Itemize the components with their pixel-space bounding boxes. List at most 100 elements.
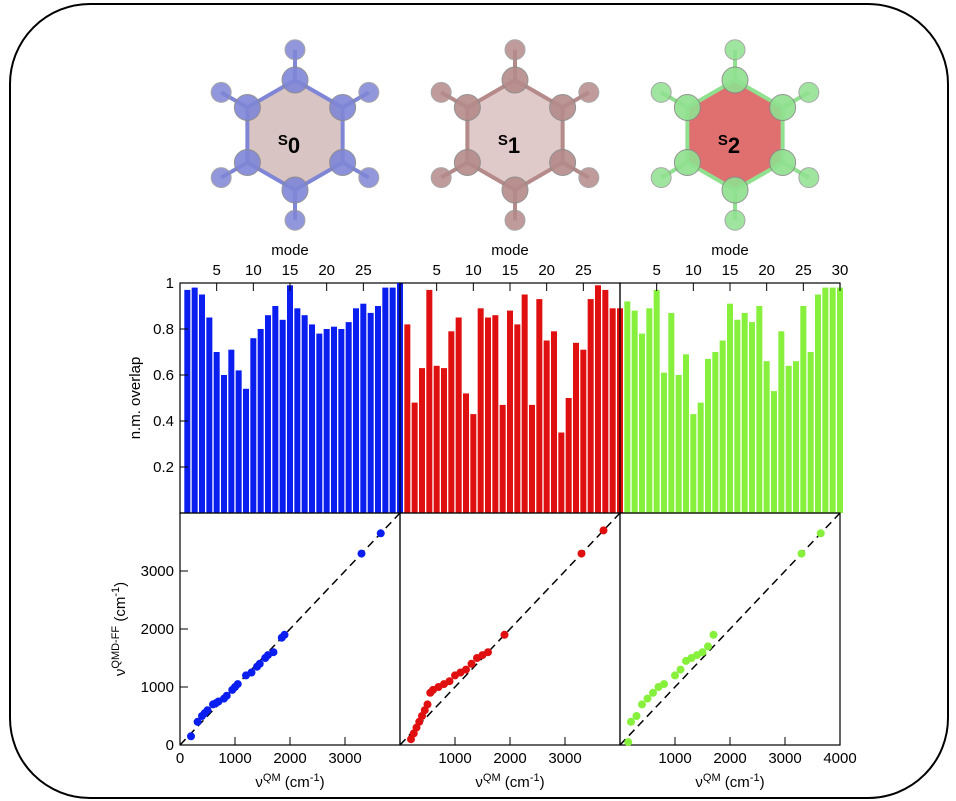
point (281, 631, 289, 639)
point (638, 700, 646, 708)
point (817, 529, 825, 537)
x-tick-label: 10 (685, 262, 702, 279)
label-part: -1 (750, 772, 760, 784)
bar (265, 315, 271, 513)
bar (529, 405, 535, 513)
bar (712, 352, 718, 513)
atom (725, 210, 745, 230)
bar (280, 320, 286, 513)
molecule: S0 (211, 40, 379, 231)
atom (285, 210, 305, 230)
label-part: QM (703, 772, 721, 784)
atom (550, 95, 576, 121)
bar (573, 343, 579, 513)
point (710, 631, 718, 639)
bar (705, 359, 711, 513)
x-tick-label: 20 (538, 262, 555, 279)
label-sub: 0 (288, 133, 300, 158)
atom (579, 82, 599, 102)
bar (749, 322, 755, 513)
bar (316, 334, 322, 513)
molecule: S2 (651, 40, 819, 231)
bar (778, 331, 784, 513)
atom (330, 150, 356, 176)
atom (725, 40, 745, 60)
bar (375, 306, 381, 513)
bar (610, 308, 616, 513)
bar (588, 299, 594, 513)
point (223, 692, 231, 700)
bar (353, 308, 359, 513)
point (798, 550, 806, 558)
bar (668, 313, 674, 513)
reference-line (180, 513, 400, 745)
bar (734, 320, 740, 513)
point (358, 550, 366, 558)
y-tick-label: 0.2 (153, 459, 174, 476)
x-tick-label: 25 (795, 262, 812, 279)
bar (294, 308, 300, 513)
y-tick-label: 1 (166, 275, 174, 292)
atom (211, 82, 231, 102)
label-base: S (498, 132, 508, 149)
bar (331, 327, 337, 513)
x-axis-title: mode (711, 242, 749, 259)
bar (764, 361, 770, 513)
molecule: S1 (431, 40, 599, 231)
point (484, 648, 492, 656)
label-part: QM (483, 772, 501, 784)
bar (360, 304, 366, 513)
label-sub: 1 (508, 133, 520, 158)
point (204, 706, 212, 714)
bar (441, 368, 447, 513)
bar (192, 288, 198, 513)
bar (632, 311, 638, 513)
bar (243, 389, 249, 513)
point (248, 669, 256, 677)
x-tick-label: 0 (176, 750, 184, 767)
bar (544, 341, 550, 514)
axis-label: νQM (cm-1) (475, 772, 544, 791)
bar (727, 304, 733, 513)
bar (800, 306, 806, 513)
x-tick-label: 10 (245, 262, 262, 279)
label-part: ) (540, 774, 545, 791)
bar (448, 331, 454, 513)
atom (502, 67, 528, 93)
atom (502, 177, 528, 203)
bar (646, 308, 652, 513)
bar (602, 290, 608, 513)
bar (522, 295, 528, 514)
x-tick-label: 5 (432, 262, 440, 279)
label-base: S (718, 132, 728, 149)
point (677, 666, 685, 674)
bar (412, 403, 418, 513)
bar (551, 331, 557, 513)
x-tick-label: 20 (318, 262, 335, 279)
bar (771, 391, 777, 513)
label-sub: 2 (728, 133, 740, 158)
x-tick-label: 1000 (218, 750, 251, 767)
label-part: -1 (530, 772, 540, 784)
x-tick-label: 10 (465, 262, 482, 279)
label-part: (cm (501, 774, 530, 791)
label-part: ν (695, 774, 703, 791)
x-tick-label: 2000 (713, 750, 746, 767)
atom (330, 95, 356, 121)
label-part: QM (263, 772, 281, 784)
bar (287, 285, 293, 513)
atom (674, 95, 700, 121)
bar (338, 329, 344, 513)
bar (720, 341, 726, 514)
bar (492, 315, 498, 513)
bar (206, 318, 212, 514)
bar (514, 324, 520, 513)
label-part: ) (112, 582, 129, 587)
point (671, 671, 679, 679)
atom (431, 82, 451, 102)
bar (309, 324, 315, 513)
y-axis-title: n.m. overlap (127, 357, 144, 440)
point (627, 718, 635, 726)
bar (478, 308, 484, 513)
bar (661, 373, 667, 513)
